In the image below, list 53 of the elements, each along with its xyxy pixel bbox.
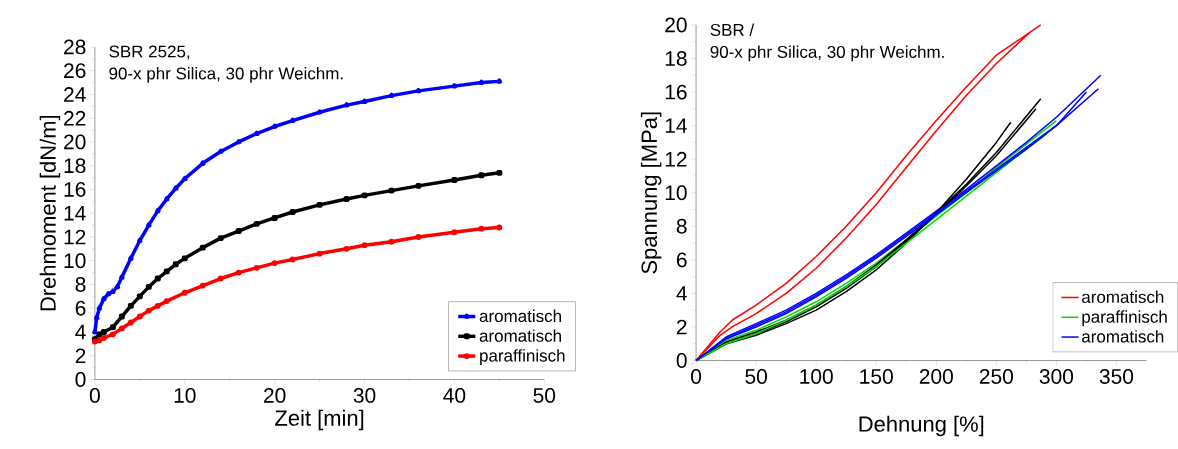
y-tick-label: 4 <box>75 324 86 339</box>
y-axis-title: Spannung [MPa] <box>640 112 662 274</box>
legend-label: paraffinisch <box>480 349 565 365</box>
x-tick-label: 0 <box>89 387 100 403</box>
legend-label: aromatisch <box>479 329 561 342</box>
y-tick-label: 8 <box>75 276 86 292</box>
x-tick-label: 250 <box>979 368 1013 384</box>
y-tick-label: 14 <box>64 205 86 221</box>
y-tick-label: 22 <box>64 110 86 126</box>
x-tick-label: 350 <box>1099 368 1134 384</box>
x-tick-label: 50 <box>533 387 556 403</box>
y-tick-label: 6 <box>676 252 687 268</box>
y-tick-label: 20 <box>665 17 687 33</box>
y-tick-label: 2 <box>75 348 86 363</box>
y-tick-label: 16 <box>64 181 86 197</box>
y-tick-label: 26 <box>64 63 86 78</box>
x-tick-label: 10 <box>174 387 196 403</box>
x-tick-label: 100 <box>800 368 833 384</box>
x-tick-label: 200 <box>919 368 953 384</box>
legend-label: aromatisch <box>479 309 561 322</box>
x-tick-label: 40 <box>443 387 466 403</box>
y-tick-label: 0 <box>676 352 687 368</box>
x-tick-label: 300 <box>1039 368 1074 384</box>
y-tick-label: 6 <box>75 300 86 316</box>
x-tick-label: 150 <box>860 368 893 384</box>
y-tick-label: 4 <box>676 286 687 301</box>
annotation: SBR / <box>710 23 755 36</box>
x-axis-title: Zeit [min] <box>275 409 364 430</box>
legend-label: paraffinisch <box>1082 310 1167 326</box>
y-tick-label: 18 <box>64 158 86 173</box>
y-tick-label: 24 <box>64 86 86 102</box>
y-tick-label: 12 <box>665 151 687 167</box>
y-tick-label: 28 <box>64 39 86 55</box>
legend-label: aromatisch <box>1082 290 1164 303</box>
y-tick-label: 10 <box>665 185 687 200</box>
y-tick-label: 12 <box>64 229 86 245</box>
y-axis-title: Drehmoment [dN/m] <box>39 115 61 311</box>
y-tick-label: 16 <box>665 84 687 100</box>
y-tick-label: 8 <box>676 218 687 234</box>
x-tick-label: 50 <box>745 368 767 384</box>
annotation: 90-x phr Silica, 30 phr Weichm. <box>710 45 944 62</box>
x-axis-title: Dehnung [%] <box>859 415 984 436</box>
x-tick-label: 0 <box>691 368 702 384</box>
annotation: 90-x phr Silica, 30 phr Weichm. <box>109 66 343 83</box>
y-tick-label: 14 <box>665 118 687 133</box>
y-tick-label: 2 <box>676 319 687 335</box>
legend-label: aromatisch <box>1082 329 1164 343</box>
x-tick-label: 20 <box>264 387 286 403</box>
y-tick-label: 18 <box>665 50 687 66</box>
y-tick-label: 20 <box>64 134 86 150</box>
x-tick-label: 30 <box>353 387 376 403</box>
annotation: SBR 2525, <box>109 45 190 60</box>
y-tick-label: 10 <box>64 253 86 268</box>
